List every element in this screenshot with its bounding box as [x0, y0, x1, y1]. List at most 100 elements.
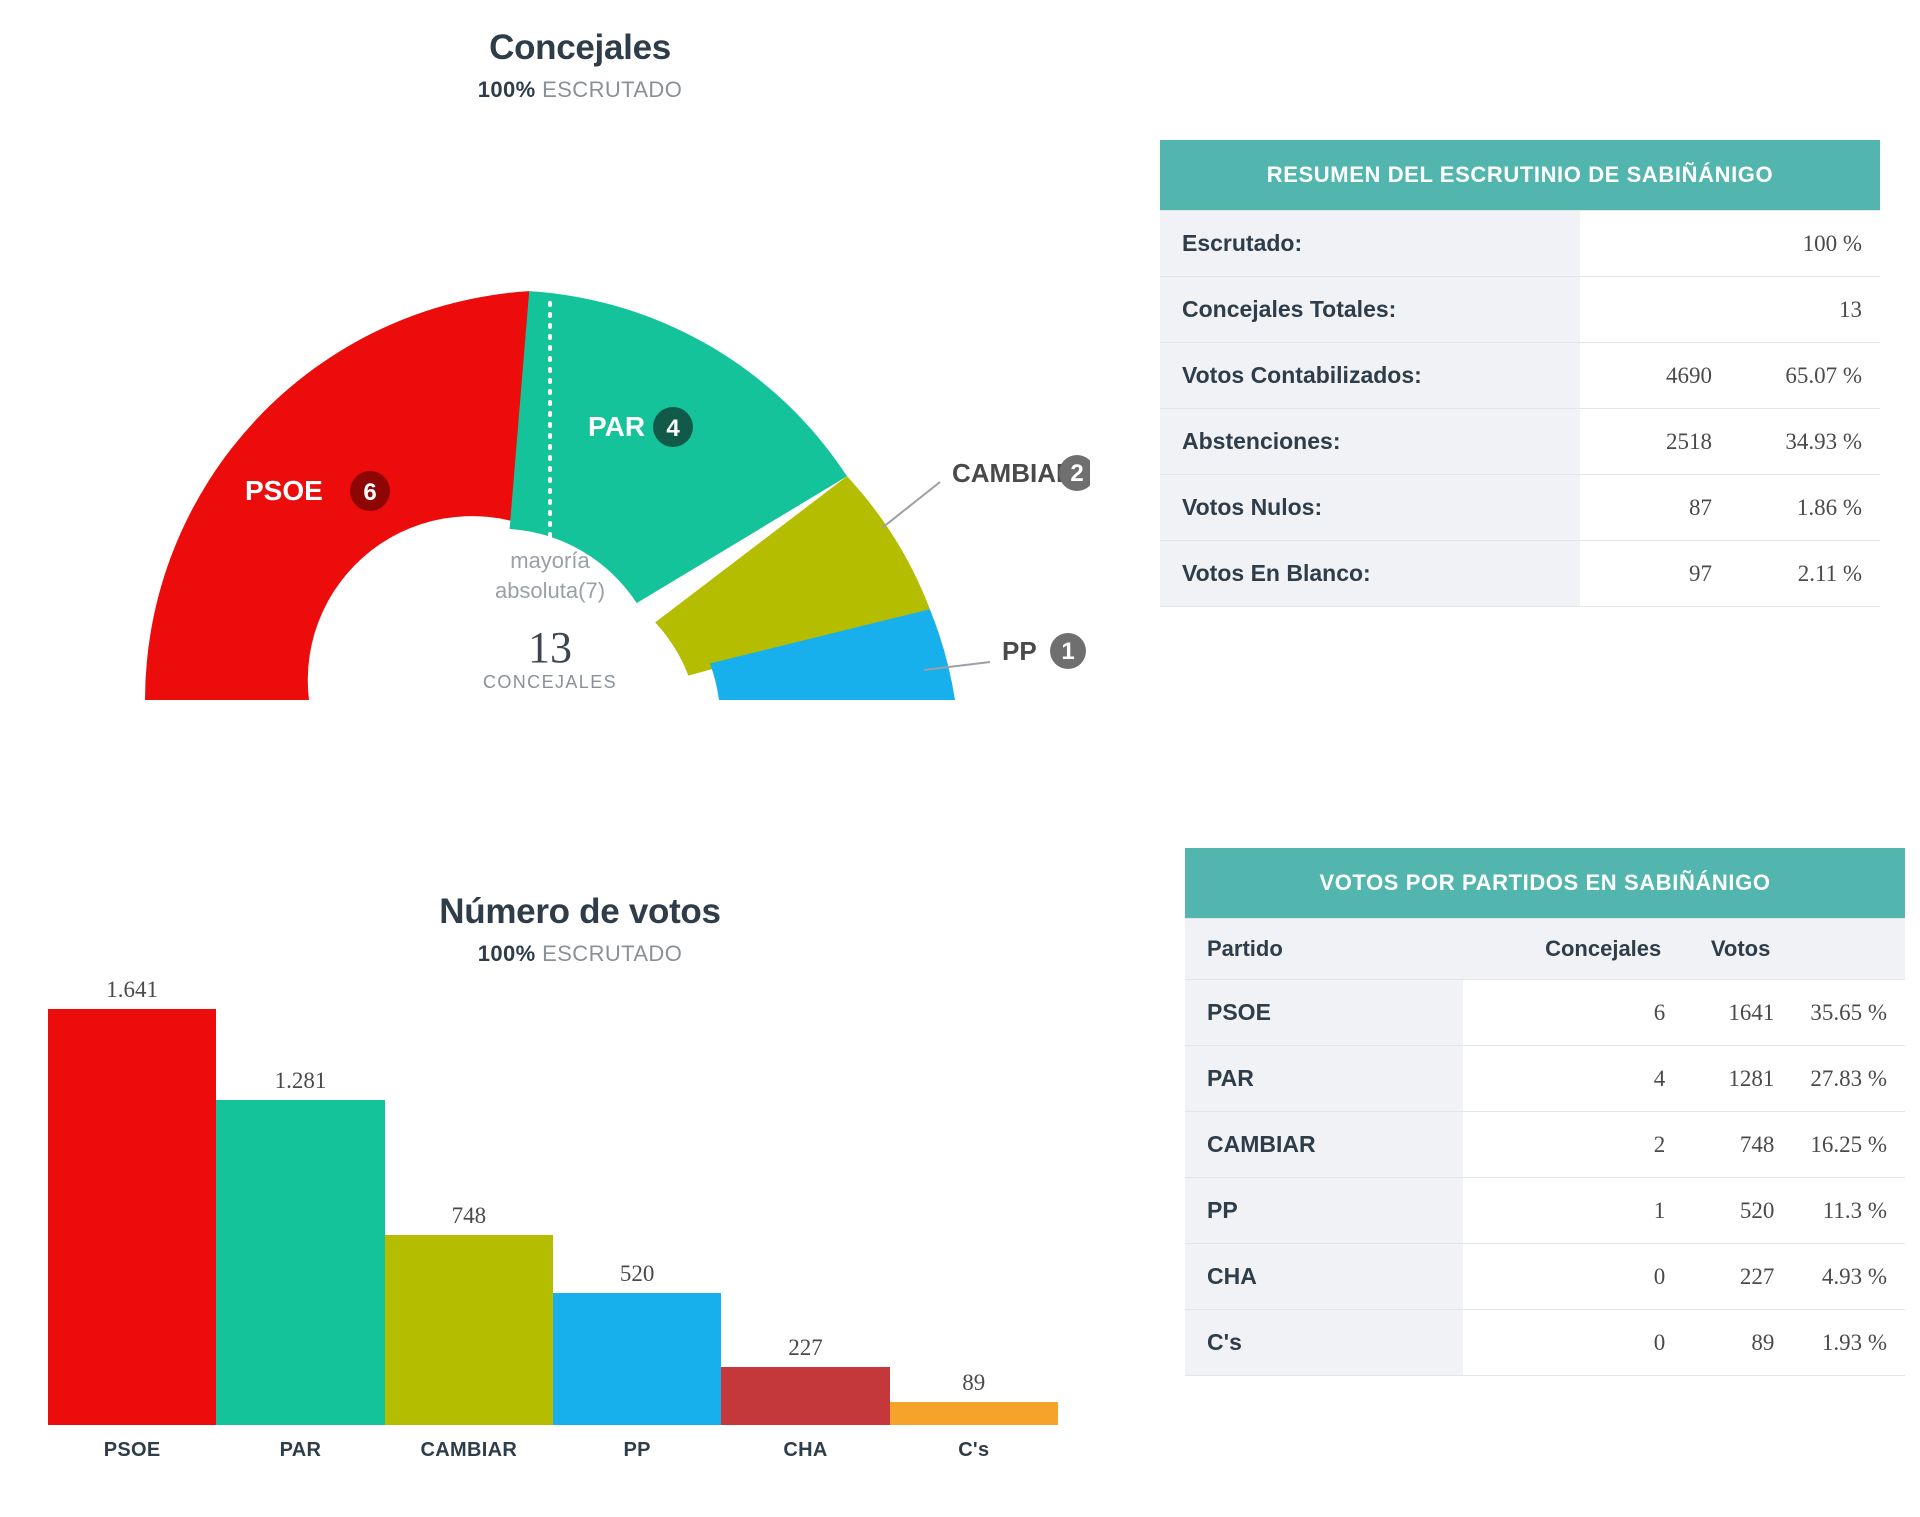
party-seats-cell: 1: [1463, 1177, 1684, 1244]
parties-column-header: [1792, 918, 1905, 980]
table-row: Votos En Blanco: 97 2.11 %: [1160, 540, 1880, 607]
summary-table-body: Escrutado: 100 % Concejales Totales: 13 Voto…: [1160, 210, 1880, 607]
center-majority-line2: absoluta(7): [495, 578, 605, 603]
summary-table-title: RESUMEN DEL ESCRUTINIO DE SABIÑÁNIGO: [1160, 140, 1880, 211]
party-seats-cell: 0: [1463, 1309, 1684, 1376]
donut-badge-cambiar-value: 2: [1070, 460, 1083, 487]
bar-rect[interactable]: [384, 1235, 553, 1425]
party-name-cell: PP: [1185, 1177, 1464, 1244]
bar-rect[interactable]: [216, 1100, 385, 1425]
summary-row-percent: 34.93 %: [1730, 408, 1880, 475]
bar-rect[interactable]: [48, 1009, 217, 1425]
summary-row-percent: 1.86 %: [1730, 474, 1880, 541]
votes-chart-panel: Número de votos 100% ESCRUTADO: [0, 820, 1160, 1517]
donut-segment-cambiar[interactable]: [655, 476, 930, 676]
party-name-cell: PAR: [1185, 1045, 1464, 1112]
party-seats-cell: 0: [1463, 1243, 1684, 1310]
parties-table-head: VOTOS POR PARTIDOS EN SABIÑÁNIGO Partido…: [1185, 848, 1905, 980]
party-percent-cell: 1.93 %: [1792, 1309, 1905, 1376]
party-name-cell: PSOE: [1185, 979, 1464, 1046]
donut-segment-pp[interactable]: [709, 609, 955, 700]
summary-row-label: Concejales Totales:: [1160, 276, 1580, 343]
summary-row-percent: 100 %: [1730, 210, 1880, 277]
bar-series-container: 1.641 1.281 748 520 227 89: [48, 975, 1058, 1425]
party-seats-cell: 4: [1463, 1045, 1684, 1112]
party-seats-cell: 6: [1463, 979, 1684, 1046]
bar-axis-label: CAMBIAR: [420, 1439, 518, 1461]
table-row: Escrutado: 100 %: [1160, 210, 1880, 277]
votes-chart-heading: Número de votos 100% ESCRUTADO: [0, 892, 1160, 967]
party-votes-cell: 227: [1683, 1243, 1793, 1310]
pp-leader-line: [923, 661, 991, 671]
center-total-seats: 13: [528, 623, 572, 672]
summary-row-percent: 2.11 %: [1730, 540, 1880, 607]
party-percent-cell: 4.93 %: [1792, 1243, 1905, 1310]
bar-axis-label: CHA: [783, 1439, 828, 1461]
cambiar-leader-line: [881, 481, 941, 529]
parties-table-title: VOTOS POR PARTIDOS EN SABIÑÁNIGO: [1185, 848, 1905, 919]
summary-row-percent: 13: [1730, 276, 1880, 343]
bar-value-label: 1.641: [106, 977, 159, 1002]
party-votes-cell: 748: [1683, 1111, 1793, 1178]
parties-column-header: Concejales: [1463, 918, 1684, 980]
bar-rect[interactable]: [552, 1293, 722, 1425]
parties-column-header: Votos: [1683, 918, 1793, 980]
bar-rect[interactable]: [721, 1367, 890, 1425]
table-row: CAMBIAR 2 748 16.25 %: [1185, 1111, 1905, 1178]
party-percent-cell: 35.65 %: [1792, 979, 1905, 1046]
summary-row-label: Escrutado:: [1160, 210, 1580, 277]
summary-row-count: [1580, 210, 1730, 277]
bar-axis-label: PSOE: [103, 1439, 161, 1461]
votes-scrutiny-percent: 100%: [477, 941, 536, 966]
summary-row-label: Votos Contabilizados:: [1160, 342, 1580, 409]
donut-label-pp: PP 1: [1002, 633, 1086, 669]
summary-table: RESUMEN DEL ESCRUTINIO DE SABIÑÁNIGO Esc…: [1160, 140, 1880, 607]
bar-axis-label: PAR: [279, 1439, 322, 1461]
votes-chart-title: Número de votos: [439, 892, 721, 931]
donut-badge-psoe-value: 6: [363, 479, 376, 506]
summary-row-count: 97: [1580, 540, 1730, 607]
summary-table-header-row: RESUMEN DEL ESCRUTINIO DE SABIÑÁNIGO: [1160, 140, 1880, 211]
donut-badge-pp: [1050, 633, 1086, 669]
seats-chart-subtitle: 100% ESCRUTADO: [0, 77, 1160, 103]
table-row: PAR 4 1281 27.83 %: [1185, 1045, 1905, 1112]
summary-table-panel: RESUMEN DEL ESCRUTINIO DE SABIÑÁNIGO Esc…: [1160, 140, 1880, 607]
bar-axis-label: PP: [623, 1439, 651, 1461]
seats-chart-heading: Concejales 100% ESCRUTADO: [0, 28, 1160, 103]
donut-segment-psoe[interactable]: [145, 291, 553, 700]
seats-scrutiny-percent: 100%: [477, 77, 536, 102]
donut-label-psoe: PSOE 6: [245, 471, 390, 511]
bar-value-label: 520: [619, 1261, 655, 1286]
parties-table: VOTOS POR PARTIDOS EN SABIÑÁNIGO Partido…: [1185, 848, 1905, 1376]
bar-column-psoe: 1.641: [48, 975, 217, 1425]
summary-table-head: RESUMEN DEL ESCRUTINIO DE SABIÑÁNIGO: [1160, 140, 1880, 211]
summary-row-count: 2518: [1580, 408, 1730, 475]
seats-chart-title: Concejales: [489, 28, 671, 67]
donut-segment-par[interactable]: [509, 291, 847, 604]
center-majority-line1: mayoría: [510, 548, 590, 573]
parties-table-panel: VOTOS POR PARTIDOS EN SABIÑÁNIGO Partido…: [1185, 848, 1905, 1376]
party-votes-cell: 1641: [1683, 979, 1793, 1046]
seats-chart-panel: Concejales 100% ESCRUTADO: [0, 0, 1160, 820]
summary-row-count: 87: [1580, 474, 1730, 541]
parties-table-header-row: VOTOS POR PARTIDOS EN SABIÑÁNIGO: [1185, 848, 1905, 919]
donut-label-par-text: PAR: [588, 411, 645, 442]
donut-label-cambiar-text: CAMBIAR: [952, 458, 1075, 488]
bar-rect[interactable]: [889, 1402, 1058, 1425]
donut-badge-pp-value: 1: [1061, 638, 1074, 665]
party-votes-cell: 89: [1683, 1309, 1793, 1376]
party-votes-cell: 520: [1683, 1177, 1793, 1244]
seats-half-donut-chart: PSOE 6 PAR 4 CAMBIAR 2: [60, 270, 1090, 700]
bar-value-label: 748: [451, 1203, 487, 1228]
center-total-unit: CONCEJALES: [483, 672, 617, 692]
table-row: PSOE 6 1641 35.65 %: [1185, 979, 1905, 1046]
votes-chart-subtitle: 100% ESCRUTADO: [0, 941, 1160, 967]
parties-table-columns-row: Partido Concejales Votos: [1185, 918, 1905, 980]
votes-scrutiny-label: ESCRUTADO: [542, 941, 683, 966]
votes-bar-chart: 1.641 1.281 748 520 227 89 PSOE PAR CAMBIAR PP CH…: [48, 975, 1058, 1470]
parties-table-body: PSOE 6 1641 35.65 % PAR 4 1281 27.83 % CAMBIAR 2 7…: [1185, 979, 1905, 1376]
table-row: Votos Contabilizados: 4690 65.07 %: [1160, 342, 1880, 409]
donut-badge-cambiar: [1059, 455, 1090, 491]
bar-column-pp: 520: [552, 975, 722, 1425]
